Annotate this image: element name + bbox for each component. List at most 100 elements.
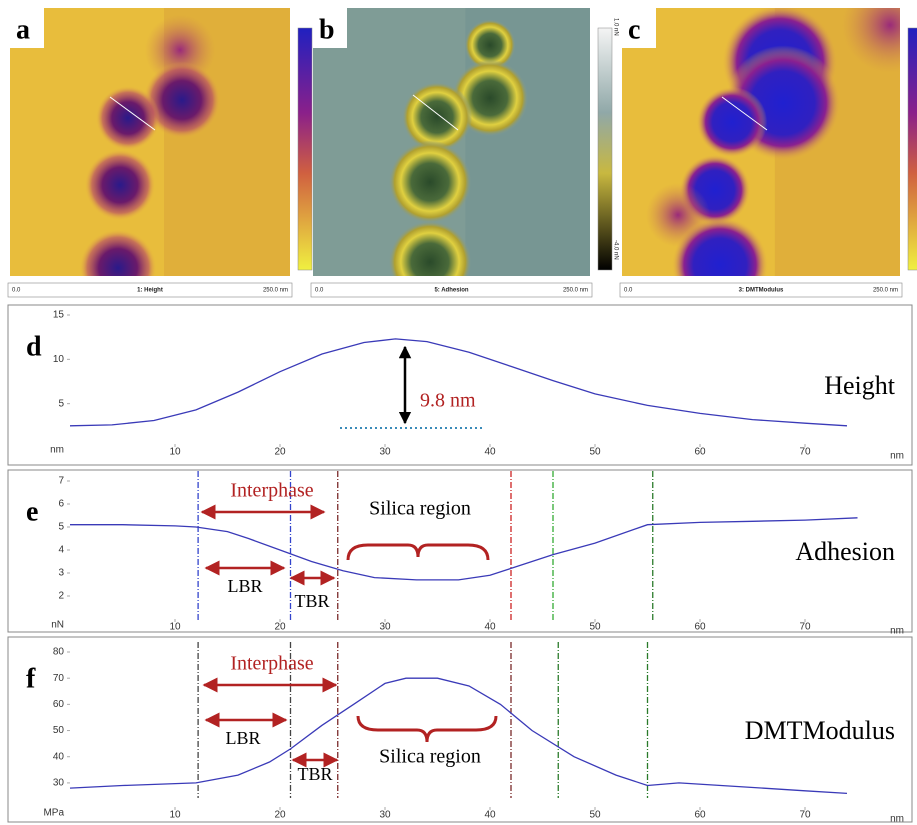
annotation: Silica region bbox=[379, 746, 481, 768]
particle bbox=[143, 61, 221, 139]
scan-line bbox=[109, 96, 156, 131]
colorbar bbox=[297, 27, 313, 271]
caption-bar bbox=[310, 282, 593, 298]
x-tick-label: 70 bbox=[799, 622, 811, 633]
caption: 5: Adhesion bbox=[434, 288, 468, 294]
label-bg bbox=[622, 8, 656, 48]
scan-line bbox=[412, 94, 459, 131]
particle bbox=[388, 220, 472, 276]
x-tick-label: 40 bbox=[484, 810, 496, 821]
afm-image bbox=[313, 8, 590, 276]
caption-end: 250.0 nm bbox=[563, 288, 588, 294]
colorbar bbox=[907, 27, 917, 271]
panel-label: c bbox=[628, 14, 640, 45]
y-unit: MPa bbox=[43, 808, 64, 819]
chart-frame bbox=[7, 304, 913, 466]
y-tick-label: 70 bbox=[53, 673, 65, 684]
caption-start: 0.0 bbox=[624, 288, 633, 294]
panel-label: b bbox=[319, 14, 335, 45]
y-tick-label: 2 bbox=[58, 591, 64, 602]
caption-bar bbox=[7, 282, 293, 298]
brace bbox=[356, 715, 498, 743]
chart-frame bbox=[7, 469, 913, 633]
y-tick-label: 5 bbox=[58, 522, 64, 533]
x-tick-label: 10 bbox=[169, 810, 181, 821]
x-tick-label: 20 bbox=[274, 810, 286, 821]
label-bg bbox=[10, 8, 44, 48]
colorbar-bottom: -4.0 nN bbox=[612, 240, 618, 260]
x-tick-label: 10 bbox=[169, 447, 181, 458]
particle bbox=[388, 140, 472, 224]
y-tick-label: 30 bbox=[53, 778, 65, 789]
particle bbox=[696, 86, 768, 158]
caption: 3: DMTModulus bbox=[739, 288, 784, 294]
annotation: 9.8 nm bbox=[420, 390, 476, 412]
particle bbox=[79, 229, 157, 276]
y-tick-label: 4 bbox=[58, 545, 64, 556]
profile-chart: d 5 10 15 10 20 30 40 50 60 70 nm nm Height 9.8 nm bbox=[7, 304, 913, 466]
x-tick-label: 60 bbox=[694, 810, 706, 821]
x-tick-label: 60 bbox=[694, 622, 706, 633]
profile-line bbox=[70, 517, 858, 581]
y-unit: nm bbox=[50, 445, 64, 456]
x-unit: nm bbox=[890, 626, 904, 637]
x-tick-label: 20 bbox=[274, 447, 286, 458]
panel-label: e bbox=[26, 496, 38, 527]
caption-end: 250.0 nm bbox=[263, 288, 288, 294]
panel-label: a bbox=[16, 14, 30, 45]
x-tick-label: 50 bbox=[589, 447, 601, 458]
x-tick-label: 30 bbox=[379, 810, 391, 821]
x-tick-label: 50 bbox=[589, 810, 601, 821]
y-tick-label: 3 bbox=[58, 568, 64, 579]
x-tick-label: 30 bbox=[379, 447, 391, 458]
y-tick-label: 80 bbox=[53, 647, 65, 658]
profile-line bbox=[69, 677, 848, 795]
y-tick-label: 60 bbox=[53, 699, 65, 710]
annotation: TBR bbox=[297, 764, 332, 784]
particle bbox=[672, 217, 768, 276]
x-unit: nm bbox=[890, 814, 904, 825]
caption-start: 0.0 bbox=[315, 288, 324, 294]
profile-chart: f 30 40 50 60 70 80 10 20 30 40 50 60 70 MPa nm DMTModul… bbox=[7, 636, 913, 825]
y-tick-label: 7 bbox=[58, 476, 64, 487]
profile-chart: e 2 3 4 5 6 7 10 20 30 40 50 60 70 nN nm Adhesion Interph… bbox=[7, 469, 913, 637]
annotation: LBR bbox=[227, 576, 262, 596]
afm-image bbox=[10, 8, 290, 276]
annotation: Silica region bbox=[369, 498, 471, 520]
profile-title: Height bbox=[824, 371, 896, 400]
y-tick-label: 50 bbox=[53, 725, 65, 736]
x-tick-label: 60 bbox=[694, 447, 706, 458]
colorbar-top: 1.0 nN bbox=[612, 18, 618, 36]
y-tick-label: 5 bbox=[58, 398, 64, 409]
colorbar bbox=[597, 27, 613, 271]
scan-line bbox=[721, 96, 768, 131]
annotation: LBR bbox=[225, 728, 260, 748]
particle bbox=[84, 149, 156, 221]
x-tick-label: 70 bbox=[799, 447, 811, 458]
y-tick-label: 40 bbox=[53, 751, 65, 762]
caption-start: 0.0 bbox=[12, 288, 21, 294]
caption-end: 250.0 nm bbox=[873, 288, 898, 294]
panel-label: d bbox=[26, 331, 42, 362]
profiles: d 5 10 15 10 20 30 40 50 60 70 nm nm Height 9.8 nm e 2 3 4… bbox=[7, 304, 913, 825]
particle bbox=[842, 8, 900, 73]
x-tick-label: 40 bbox=[484, 447, 496, 458]
x-tick-label: 20 bbox=[274, 622, 286, 633]
profile-title: DMTModulus bbox=[745, 716, 895, 745]
y-tick-label: 6 bbox=[58, 499, 64, 510]
profile-title: Adhesion bbox=[795, 537, 895, 566]
x-unit: nm bbox=[890, 451, 904, 462]
x-tick-label: 30 bbox=[379, 622, 391, 633]
chart-frame bbox=[7, 636, 913, 823]
y-tick-label: 15 bbox=[53, 310, 65, 321]
brace bbox=[346, 543, 490, 561]
annotation: Interphase bbox=[230, 480, 313, 502]
label-bg bbox=[313, 8, 347, 48]
y-tick-label: 10 bbox=[53, 354, 65, 365]
x-tick-label: 10 bbox=[169, 622, 181, 633]
x-tick-label: 70 bbox=[799, 810, 811, 821]
particle bbox=[464, 19, 516, 71]
